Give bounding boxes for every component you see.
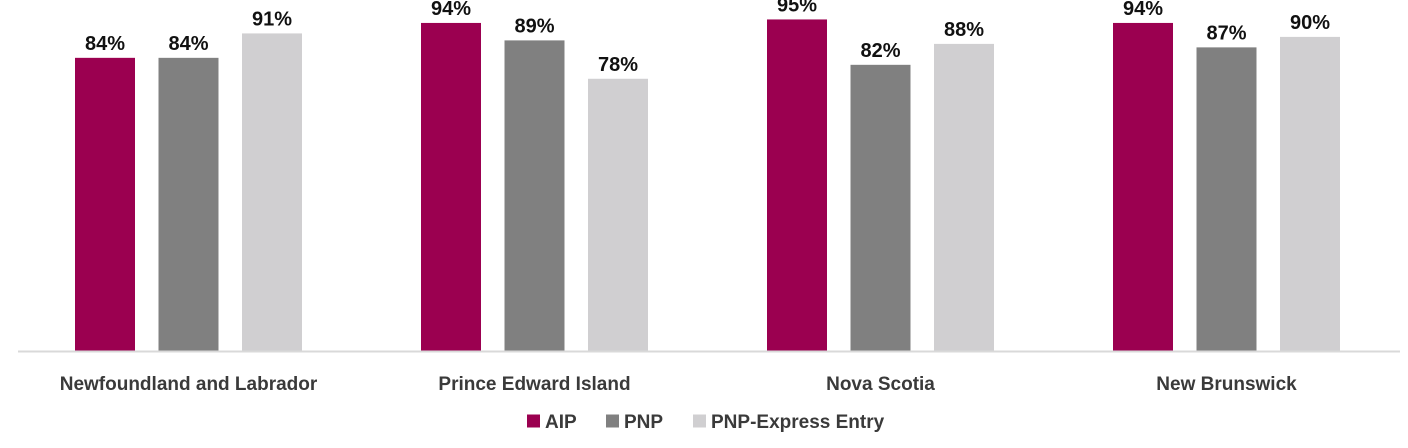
data-label: 94% xyxy=(1123,0,1163,20)
legend: AIP PNP PNP-Express Entry xyxy=(527,412,885,433)
bar-pnp-nova-scotia xyxy=(850,64,911,351)
legend-swatch xyxy=(693,414,706,428)
data-label: 91% xyxy=(252,8,292,30)
legend-label: PNP xyxy=(624,412,663,433)
legend-label: AIP xyxy=(545,412,577,433)
legend-label: PNP-Express Entry xyxy=(711,412,885,433)
bar-aip-newfoundland-and-labrador xyxy=(75,57,135,352)
value-labels-layer: 84% 84% 91% 94% 89% 78% 95% 82% 88% 94% 87% 90% xyxy=(85,0,1330,76)
x-axis-tick-label: Prince Edward Island xyxy=(438,374,630,395)
x-axis-tick-labels: Newfoundland and Labrador Prince Edward I… xyxy=(60,374,1297,395)
bar-pnp-new-brunswick xyxy=(1196,47,1257,352)
bar-pnp-express-entry-new-brunswick xyxy=(1280,36,1340,352)
bar-pnp-prince-edward-island xyxy=(504,40,565,351)
data-label: 84% xyxy=(85,33,125,55)
data-label: 94% xyxy=(431,0,471,20)
bar-pnp-express-entry-nova-scotia xyxy=(934,43,994,351)
data-label: 82% xyxy=(860,40,900,62)
data-label: 88% xyxy=(944,19,984,41)
x-axis-tick-label: Nova Scotia xyxy=(826,374,935,395)
bar-pnp-express-entry-prince-edward-island xyxy=(588,78,648,351)
legend-swatch xyxy=(527,414,540,428)
data-label: 87% xyxy=(1206,22,1246,44)
x-axis-tick-label: Newfoundland and Labrador xyxy=(60,374,318,395)
data-label: 84% xyxy=(168,33,208,55)
bar-pnp-express-entry-newfoundland-and-labrador xyxy=(242,33,302,351)
data-label: 95% xyxy=(777,0,817,16)
bar-aip-nova-scotia xyxy=(767,19,827,351)
bar-aip-prince-edward-island xyxy=(421,22,481,351)
bar-aip-new-brunswick xyxy=(1113,22,1173,351)
x-axis-tick-label: New Brunswick xyxy=(1156,374,1297,395)
data-label: 89% xyxy=(514,15,554,37)
data-label: 90% xyxy=(1290,12,1330,34)
legend-swatch xyxy=(606,414,619,428)
bar-pnp-newfoundland-and-labrador xyxy=(158,57,219,352)
bars-layer xyxy=(75,19,1340,352)
data-label: 78% xyxy=(598,54,638,76)
